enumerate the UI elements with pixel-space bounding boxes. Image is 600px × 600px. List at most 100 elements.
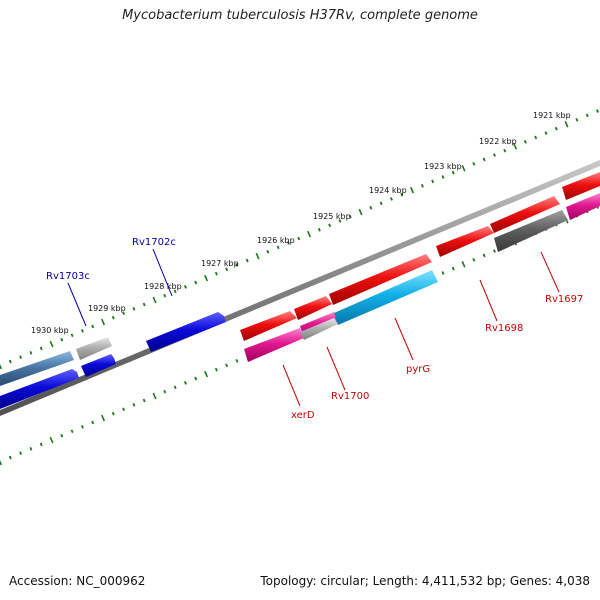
ruler-tick xyxy=(400,192,404,197)
accession-text: Accession: NC_000962 xyxy=(9,574,146,588)
tick-label-1923: 1923 kbp xyxy=(424,162,462,171)
ruler-tick xyxy=(80,329,84,333)
ruler-tick xyxy=(431,179,435,184)
ruler-tick xyxy=(297,236,301,241)
reverse-strand-genes xyxy=(0,312,226,409)
ruler-tick xyxy=(513,142,518,150)
ruler-tick xyxy=(451,266,455,271)
ruler-tick xyxy=(523,140,527,144)
ruler-tick xyxy=(596,109,599,113)
ruler-upper xyxy=(0,109,599,370)
gene-xerd[interactable] xyxy=(240,311,297,341)
ruler-tick xyxy=(163,293,167,298)
gene-cyan-pyrg[interactable] xyxy=(334,270,438,325)
ruler-tick xyxy=(132,403,136,407)
ruler-tick xyxy=(492,153,496,157)
ruler-tick xyxy=(101,414,106,422)
ruler-tick xyxy=(379,201,383,206)
gene-red-right[interactable] xyxy=(562,172,600,200)
ruler-tick xyxy=(225,267,229,272)
gene-pyrg[interactable] xyxy=(329,254,432,305)
ruler-tick xyxy=(235,359,239,363)
ruler-tick xyxy=(420,183,424,188)
ruler-tick xyxy=(276,245,280,250)
leader-rv1698 xyxy=(479,279,498,322)
forward-strand-genes xyxy=(240,172,600,362)
ruler-tick-labels: 1921 kbp 1922 kbp 1923 kbp 1924 kbp 1925… xyxy=(31,111,571,335)
label-rv1703c: Rv1703c xyxy=(46,271,90,282)
gene-blue-lower-1[interactable] xyxy=(0,369,79,409)
ruler-tick xyxy=(482,157,486,162)
ruler-tick xyxy=(60,433,64,438)
ruler-tick xyxy=(328,223,332,228)
ruler-tick xyxy=(194,280,198,285)
ruler-tick xyxy=(101,318,106,326)
genome-backbone xyxy=(0,160,600,416)
ruler-tick xyxy=(29,446,33,451)
ruler-tick xyxy=(80,425,84,429)
leader-xerd xyxy=(282,364,301,407)
gene-red-1697[interactable] xyxy=(490,196,560,233)
topology-text: Topology: circular; Length: 4,411,532 bp… xyxy=(260,574,590,588)
ruler-tick xyxy=(91,420,95,425)
gene-magenta-xerd[interactable] xyxy=(244,328,304,362)
gene-rv1703c[interactable] xyxy=(0,351,74,386)
ruler-tick xyxy=(461,164,466,172)
tick-label-1928: 1928 kbp xyxy=(144,282,182,291)
ruler-tick xyxy=(111,315,115,320)
ruler-tick xyxy=(204,274,209,282)
ruler-tick xyxy=(152,392,157,400)
gene-gray-left[interactable] xyxy=(76,337,112,360)
gene-rv1702c[interactable] xyxy=(146,312,226,352)
ruler-tick xyxy=(554,126,558,131)
ruler-tick xyxy=(482,253,486,258)
ruler-tick xyxy=(70,333,74,338)
label-rv1700: Rv1700 xyxy=(331,391,369,402)
ruler-tick xyxy=(0,364,3,370)
gene-dark-rv1697[interactable] xyxy=(494,210,568,252)
tick-label-1924: 1924 kbp xyxy=(369,186,407,195)
ruler-tick xyxy=(60,337,64,342)
leader-rv1703c xyxy=(67,282,87,327)
label-xerd: xerD xyxy=(291,410,315,421)
tick-label-1925: 1925 kbp xyxy=(313,212,351,221)
ruler-tick xyxy=(19,451,23,456)
ruler-tick xyxy=(225,363,229,368)
map-title: Mycobacterium tuberculosis H37Rv, comple… xyxy=(122,8,478,23)
ruler-tick xyxy=(142,398,146,403)
ruler-tick xyxy=(173,289,177,294)
ruler-tick xyxy=(286,241,290,245)
gene-rv1698[interactable] xyxy=(436,226,494,257)
ruler-tick xyxy=(0,460,3,466)
ruler-tick xyxy=(132,307,136,311)
ruler-tick xyxy=(317,227,321,232)
ruler-tick xyxy=(204,370,209,378)
gene-magenta-right[interactable] xyxy=(566,193,600,220)
ruler-tick xyxy=(214,271,218,276)
ruler-tick xyxy=(29,350,33,355)
leader-rv1702c xyxy=(152,248,173,297)
ruler-tick xyxy=(472,257,476,262)
ruler-tick xyxy=(534,135,538,140)
ruler-tick xyxy=(111,411,115,416)
tick-label-1929: 1929 kbp xyxy=(88,304,126,313)
gene-labels: Rv1703c Rv1702c xerD Rv1700 pyrG Rv1698 … xyxy=(46,237,583,421)
ruler-tick xyxy=(214,367,218,372)
label-pyrg: pyrG xyxy=(406,364,430,375)
label-rv1702c: Rv1702c xyxy=(132,237,176,248)
ruler-tick xyxy=(441,175,445,179)
gene-blue-lower-2[interactable] xyxy=(81,354,116,377)
ruler-tick xyxy=(183,381,187,385)
leader-lines xyxy=(67,248,560,407)
gene-gray-rv1700[interactable] xyxy=(300,318,338,340)
ruler-tick xyxy=(410,186,415,194)
gene-rv1700[interactable] xyxy=(294,296,332,320)
ruler-tick xyxy=(307,230,312,238)
ruler-tick xyxy=(472,161,476,166)
ruler-tick xyxy=(389,197,393,201)
tick-label-1922: 1922 kbp xyxy=(479,137,517,146)
ruler-tick xyxy=(369,205,373,210)
ruler-tick xyxy=(575,118,579,122)
tick-label-1930: 1930 kbp xyxy=(31,326,69,335)
